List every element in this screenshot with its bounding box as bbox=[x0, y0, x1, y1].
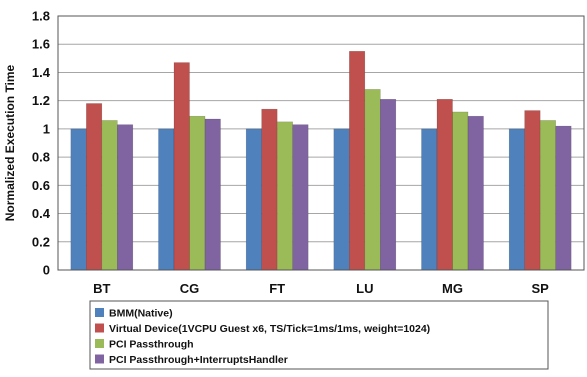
bar-ft-series-3 bbox=[276, 121, 293, 271]
grid-lines bbox=[58, 15, 584, 271]
bar-lu-series-4 bbox=[380, 99, 397, 271]
bar-lu-series-2 bbox=[349, 51, 366, 271]
bars bbox=[70, 51, 572, 271]
bar-cg-series-4 bbox=[204, 118, 221, 271]
bar-lu-series-1 bbox=[333, 128, 350, 271]
y-tick-label: 0.8 bbox=[32, 150, 50, 165]
y-tick-label: 1.8 bbox=[32, 9, 50, 24]
bar-sp-series-3 bbox=[539, 120, 556, 271]
x-tick-label: BT bbox=[93, 281, 110, 296]
bar-sp-series-1 bbox=[508, 128, 525, 271]
y-tick-label: 0.4 bbox=[32, 206, 51, 221]
bar-bt-series-1 bbox=[70, 128, 87, 271]
bar-sp-series-4 bbox=[555, 125, 572, 271]
y-tick-label: 1.4 bbox=[32, 65, 51, 80]
y-tick-label: 1.6 bbox=[32, 37, 50, 52]
bar-mg-series-1 bbox=[421, 128, 438, 271]
y-tick-label: 1 bbox=[43, 121, 50, 136]
y-tick-label: 0.2 bbox=[32, 234, 50, 249]
x-tick-label: MG bbox=[442, 281, 463, 296]
bar-ft-series-2 bbox=[261, 108, 278, 271]
legend-swatch bbox=[95, 323, 104, 333]
x-tick-label: FT bbox=[269, 281, 285, 296]
legend-swatch bbox=[95, 339, 104, 348]
x-axis-ticks: BT CG FT LU MG SP bbox=[93, 281, 549, 296]
legend-box bbox=[89, 300, 549, 370]
bar-cg-series-1 bbox=[158, 128, 175, 271]
legend-swatch bbox=[95, 354, 104, 364]
y-axis-ticks: 0 0.2 0.4 0.6 0.8 1 1.2 1.4 1.6 1.8 bbox=[32, 9, 51, 278]
bar-mg-series-2 bbox=[436, 99, 453, 271]
y-tick-label: 1.2 bbox=[32, 93, 50, 108]
bar-cg-series-3 bbox=[189, 115, 206, 271]
legend-label: Virtual Device(1VCPU Guest x6, TS/Tick=1… bbox=[109, 323, 430, 335]
legend-label: BMM(Native) bbox=[109, 308, 173, 320]
legend: BMM(Native) Virtual Device(1VCPU Guest x6… bbox=[89, 300, 549, 370]
bar-sp-series-2 bbox=[524, 110, 541, 271]
bar-lu-series-3 bbox=[364, 89, 381, 271]
y-tick-label: 0.6 bbox=[32, 178, 50, 193]
bar-bt-series-4 bbox=[117, 124, 134, 271]
legend-label: PCI Passthrough bbox=[109, 339, 194, 351]
bar-cg-series-2 bbox=[173, 62, 190, 271]
y-axis-label: Normalized Execution Time bbox=[3, 64, 17, 221]
y-tick-label: 0 bbox=[43, 263, 50, 278]
bar-bt-series-2 bbox=[86, 103, 103, 271]
bar-ft-series-1 bbox=[245, 128, 262, 271]
x-tick-label: SP bbox=[531, 281, 549, 296]
bar-bt-series-3 bbox=[101, 120, 118, 271]
legend-swatch bbox=[95, 308, 104, 317]
bar-mg-series-4 bbox=[467, 115, 484, 271]
x-tick-label: LU bbox=[356, 281, 373, 296]
legend-label: PCI Passthrough+InterruptsHandler bbox=[109, 354, 288, 366]
bar-ft-series-4 bbox=[292, 124, 309, 271]
x-tick-label: CG bbox=[180, 281, 200, 296]
bar-mg-series-3 bbox=[452, 111, 469, 271]
plot-area-border bbox=[57, 15, 585, 271]
